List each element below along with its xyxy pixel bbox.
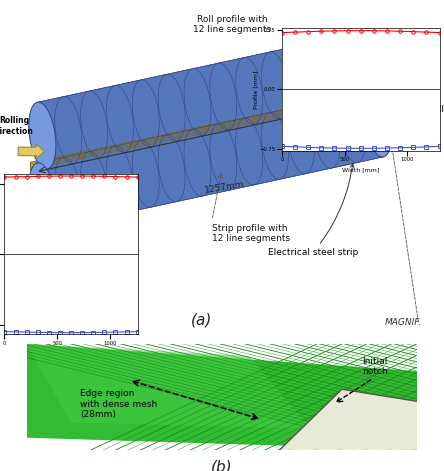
FancyArrow shape xyxy=(18,144,44,159)
X-axis label: Width [mm]: Width [mm] xyxy=(342,168,380,172)
Polygon shape xyxy=(27,344,311,429)
Polygon shape xyxy=(37,30,384,169)
Text: 1257mm: 1257mm xyxy=(204,179,245,195)
Text: (a): (a) xyxy=(191,312,213,327)
Ellipse shape xyxy=(365,90,392,157)
Ellipse shape xyxy=(29,102,56,169)
Text: Roll profile with
12 line segments: Roll profile with 12 line segments xyxy=(193,15,271,34)
Text: MAGNIF.: MAGNIF. xyxy=(385,318,422,327)
Polygon shape xyxy=(37,90,384,229)
Text: Work roll: Work roll xyxy=(356,88,444,114)
Polygon shape xyxy=(27,344,417,450)
Text: Rolling
direction: Rolling direction xyxy=(0,116,34,136)
Text: Strip profile with
12 line segments: Strip profile with 12 line segments xyxy=(212,224,290,244)
Text: Initial
notch: Initial notch xyxy=(362,357,388,376)
Text: (b): (b) xyxy=(211,459,233,471)
Polygon shape xyxy=(30,89,378,170)
Polygon shape xyxy=(280,389,417,450)
Ellipse shape xyxy=(365,30,392,97)
Y-axis label: Profile [mm]: Profile [mm] xyxy=(253,70,258,109)
Ellipse shape xyxy=(29,162,56,230)
Text: Electrical steel strip: Electrical steel strip xyxy=(268,164,358,257)
X-axis label: Width[mm]: Width[mm] xyxy=(53,351,89,356)
Text: Edge region
with dense mesh
(28mm): Edge region with dense mesh (28mm) xyxy=(80,389,157,419)
